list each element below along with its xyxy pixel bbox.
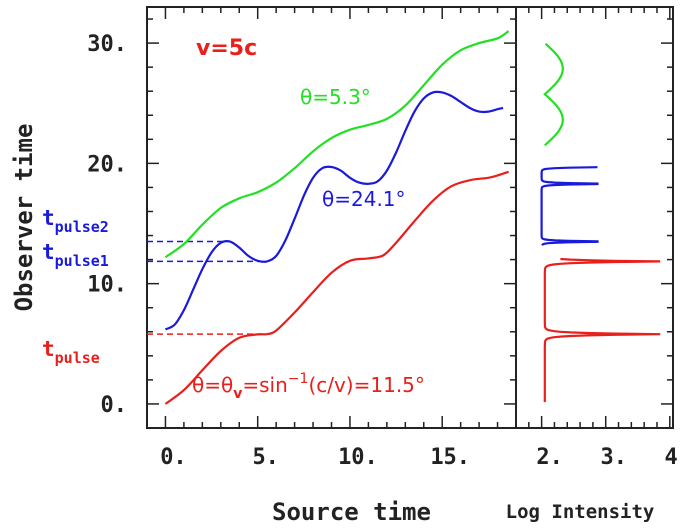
intensity-axis-title: Log Intensity <box>506 501 655 523</box>
intensity-plot: 2. 3. 4. <box>515 6 681 470</box>
y-axis-title: Observer time <box>10 124 38 312</box>
intensity-tick-label: 3. <box>600 445 627 470</box>
x-tick-label: 10. <box>338 445 378 470</box>
pulse-label-pulse: tpulse <box>42 337 100 367</box>
main-plot: 0. 5. 10. 15. 0. 10. 20. 30. θ=5.3° θ=24.1° θ=θv=s… <box>42 6 517 470</box>
series-label-green: θ=5.3° <box>300 85 371 109</box>
x-tick-label: 15. <box>430 445 470 470</box>
series-label-blue: θ=24.1° <box>322 187 406 211</box>
series-label-red: θ=θv=sin−1(c/v)=11.5° <box>192 371 425 402</box>
series-red-line <box>164 170 509 405</box>
intensity-plot-frame <box>515 6 674 429</box>
y-tick-label: 30. <box>87 32 127 57</box>
x-axis-title: Source time <box>272 498 431 526</box>
intensity-tick-label: 4. <box>665 445 681 470</box>
pulse-label-pulse2: tpulse2 <box>42 206 109 236</box>
intensity-red-line <box>543 257 661 403</box>
main-plot-frame <box>146 6 517 429</box>
pulse-label-pulse1: tpulse1 <box>42 240 109 270</box>
series-blue-line <box>164 90 504 331</box>
y-tick-label: 20. <box>87 152 127 177</box>
series-green-line <box>164 30 510 259</box>
speed-label: v=5c <box>196 36 257 61</box>
intensity-green-line <box>543 42 564 147</box>
x-tick-label: 0. <box>160 445 187 470</box>
intensity-blue-line <box>540 166 599 246</box>
intensity-tick-label: 2. <box>536 445 563 470</box>
y-tick-label: 0. <box>101 393 128 418</box>
y-tick-label: 10. <box>87 273 127 298</box>
x-tick-label: 5. <box>252 445 279 470</box>
